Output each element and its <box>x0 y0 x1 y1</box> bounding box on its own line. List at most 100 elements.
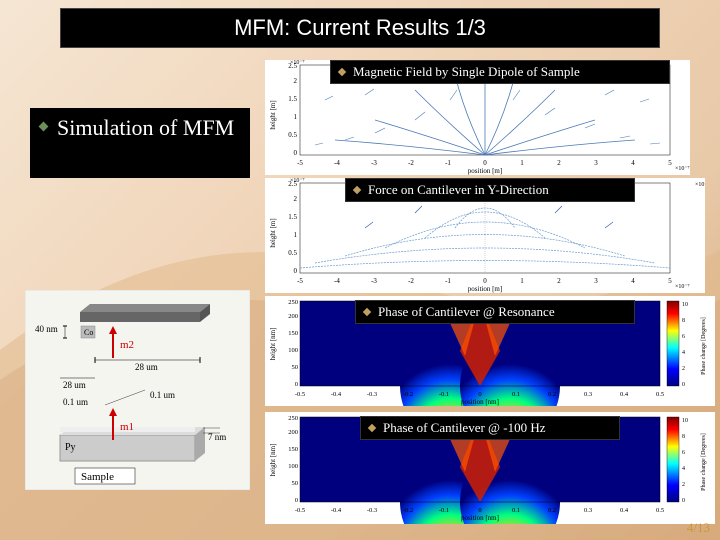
svg-text:×10⁻⁷: ×10⁻⁷ <box>675 166 690 172</box>
chart4-label-bar: Phase of Cantilever @ -100 Hz <box>360 416 620 440</box>
svg-text:-3: -3 <box>371 277 377 285</box>
dim-28um-top: 28 um <box>135 362 158 372</box>
svg-text:position [nm]: position [nm] <box>461 398 499 406</box>
svg-text:100: 100 <box>288 463 298 470</box>
svg-text:100: 100 <box>288 347 298 354</box>
svg-text:2: 2 <box>557 159 561 167</box>
svg-text:0.1: 0.1 <box>512 391 520 398</box>
dim-7nm: 7 nm <box>208 432 226 442</box>
svg-text:-2: -2 <box>408 277 414 285</box>
svg-text:10: 10 <box>682 302 688 308</box>
svg-text:4: 4 <box>631 159 635 167</box>
svg-text:-1: -1 <box>445 277 451 285</box>
bullet-icon <box>368 424 376 432</box>
chart3-label: Phase of Cantilever @ Resonance <box>378 304 555 320</box>
svg-text:-0.4: -0.4 <box>331 507 342 514</box>
svg-text:-0.1: -0.1 <box>439 507 449 514</box>
dim-01um-h: 0.1 um <box>150 390 175 400</box>
svg-text:0.2: 0.2 <box>548 507 556 514</box>
svg-text:-0.1: -0.1 <box>439 391 449 398</box>
svg-text:position [m]: position [m] <box>468 167 502 175</box>
mfm-diagram: Co 40 nm m2 28 um 28 um 0.1 um 0.1 um Py… <box>25 290 250 490</box>
svg-text:1: 1 <box>294 113 298 121</box>
svg-text:position [nm]: position [nm] <box>461 514 499 522</box>
title-text: MFM: Current Results 1/3 <box>234 15 486 41</box>
bullet-icon <box>363 308 371 316</box>
svg-text:1.5: 1.5 <box>288 95 297 103</box>
dim-28um: 28 um <box>63 380 86 390</box>
svg-text:×10⁻⁷: ×10⁻⁷ <box>290 178 305 184</box>
page-number: 4/13 <box>687 520 710 536</box>
svg-text:×10⁻⁷: ×10⁻⁷ <box>675 284 690 290</box>
svg-text:200: 200 <box>288 429 298 436</box>
svg-text:6: 6 <box>682 334 685 340</box>
svg-text:-4: -4 <box>334 159 340 167</box>
chart1-label: Magnetic Field by Single Dipole of Sampl… <box>353 64 580 80</box>
svg-text:5: 5 <box>668 277 672 285</box>
svg-text:-0.3: -0.3 <box>367 391 377 398</box>
svg-text:0: 0 <box>682 382 685 388</box>
svg-text:-4: -4 <box>334 277 340 285</box>
svg-text:2: 2 <box>682 482 685 488</box>
sample-label: Sample <box>81 471 114 483</box>
svg-text:1.5: 1.5 <box>288 213 297 221</box>
chart3-label-bar: Phase of Cantilever @ Resonance <box>355 300 635 324</box>
svg-text:height [nm]: height [nm] <box>269 328 277 361</box>
svg-text:0.4: 0.4 <box>620 391 629 398</box>
svg-text:position [m]: position [m] <box>468 285 502 293</box>
svg-text:8: 8 <box>682 318 685 324</box>
chart2-label: Force on Cantilever in Y-Direction <box>368 182 549 198</box>
svg-text:-2: -2 <box>408 159 414 167</box>
svg-text:2: 2 <box>682 366 685 372</box>
svg-text:1: 1 <box>520 159 524 167</box>
svg-text:×10⁻⁷: ×10⁻⁷ <box>695 182 705 188</box>
svg-text:0: 0 <box>295 497 298 504</box>
svg-text:-5: -5 <box>297 159 303 167</box>
svg-text:0: 0 <box>483 159 487 167</box>
svg-text:0.5: 0.5 <box>656 391 664 398</box>
m2-label: m2 <box>120 339 134 351</box>
svg-text:0.3: 0.3 <box>584 507 592 514</box>
svg-text:150: 150 <box>288 446 298 453</box>
chart2-label-bar: Force on Cantilever in Y-Direction <box>345 178 635 202</box>
svg-text:-0.5: -0.5 <box>295 507 305 514</box>
dim-40nm: 40 nm <box>35 324 58 334</box>
svg-text:height [nm]: height [nm] <box>269 444 277 477</box>
svg-text:8: 8 <box>682 434 685 440</box>
svg-text:150: 150 <box>288 330 298 337</box>
svg-text:0.3: 0.3 <box>584 391 592 398</box>
py-label: Py <box>65 442 76 453</box>
svg-text:-3: -3 <box>371 159 377 167</box>
svg-text:0.5: 0.5 <box>656 507 664 514</box>
svg-text:×10⁻⁷: ×10⁻⁷ <box>290 60 305 66</box>
svg-text:10: 10 <box>682 418 688 424</box>
svg-text:2: 2 <box>557 277 561 285</box>
svg-text:2: 2 <box>294 77 298 85</box>
svg-text:-0.2: -0.2 <box>403 507 413 514</box>
svg-text:0: 0 <box>478 391 481 398</box>
dim-01um-v: 0.1 um <box>63 397 88 407</box>
svg-text:0.5: 0.5 <box>288 131 297 139</box>
bullet-icon <box>39 122 49 132</box>
svg-text:0: 0 <box>294 267 298 275</box>
svg-text:-0.5: -0.5 <box>295 391 305 398</box>
bullet-icon <box>353 186 361 194</box>
co-label: Co <box>84 328 93 337</box>
chart1-label-bar: Magnetic Field by Single Dipole of Sampl… <box>330 60 670 84</box>
chart4-label: Phase of Cantilever @ -100 Hz <box>383 420 546 436</box>
svg-text:250: 250 <box>288 299 298 306</box>
svg-text:200: 200 <box>288 313 298 320</box>
svg-text:1: 1 <box>520 277 524 285</box>
svg-text:height [m]: height [m] <box>269 218 277 247</box>
svg-text:-0.2: -0.2 <box>403 391 413 398</box>
slide-title: MFM: Current Results 1/3 <box>60 8 660 48</box>
svg-text:0: 0 <box>682 498 685 504</box>
svg-text:-0.3: -0.3 <box>367 507 377 514</box>
svg-text:4: 4 <box>682 350 685 356</box>
svg-text:-0.4: -0.4 <box>331 391 342 398</box>
svg-text:3: 3 <box>594 159 598 167</box>
svg-text:Phase change [Degrees]: Phase change [Degrees] <box>701 317 707 375</box>
svg-text:0.2: 0.2 <box>548 391 556 398</box>
svg-text:4: 4 <box>682 466 685 472</box>
bullet-icon <box>338 68 346 76</box>
